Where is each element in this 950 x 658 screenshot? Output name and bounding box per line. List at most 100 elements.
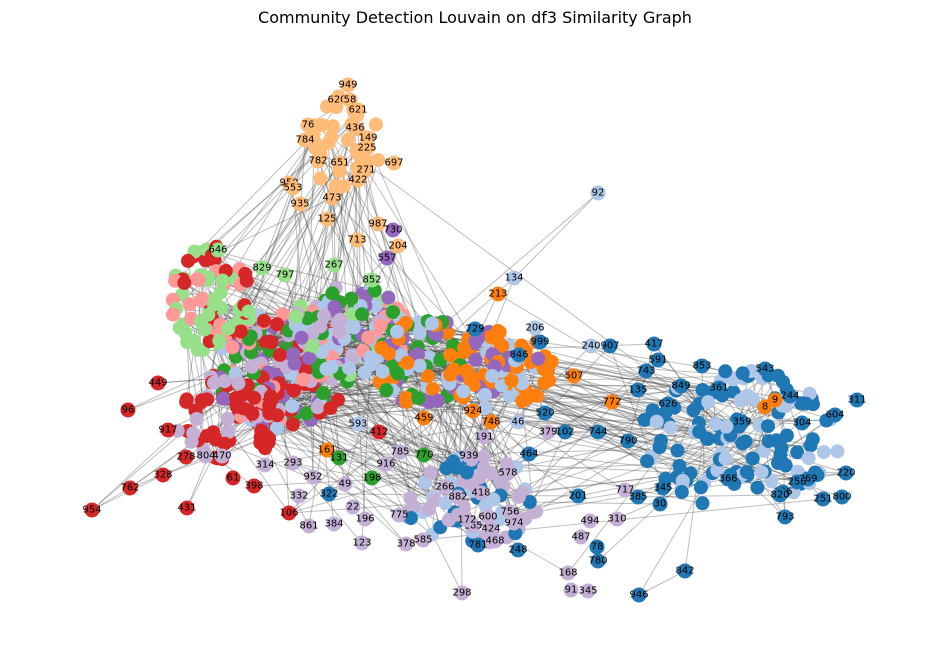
graph-node: 91 [563,582,579,598]
graph-node-circle [392,444,408,460]
graph-node-circle [470,537,486,553]
graph-node-circle [210,242,226,258]
graph-node-dense [344,291,359,306]
graph-node-circle [590,553,606,569]
graph-node: 436 [345,120,365,136]
graph-node-circle [277,267,293,283]
graph-node-circle [483,521,499,537]
graph-node-dense [373,318,388,333]
graph-node-label: 191 [474,432,493,443]
graph-node-dense [805,432,820,447]
graph-node-circle [794,415,810,431]
graph-edge [479,431,599,478]
graph-node: 935 [290,196,310,212]
graph-node-label: 578 [498,468,517,479]
graph-node-label: 782 [308,156,327,167]
graph-node: 697 [384,155,404,171]
graph-node: 135 [628,382,648,398]
graph-node-dense [518,511,533,526]
graph-node-dense [779,428,794,443]
graph-node: 557 [377,250,397,266]
graph-node-label: 220 [836,468,855,479]
graph-node-dense [412,358,427,373]
graph-node-circle [391,507,407,523]
graph-node-circle [378,456,394,472]
graph-node-label: 168 [558,568,577,579]
graph-node-label: 378 [396,539,415,550]
graph-node-dense [686,403,701,418]
graph-node-label: 206 [525,323,544,334]
graph-node-circle [630,489,646,505]
graph-node-dense [708,416,723,431]
graph-node-circle [582,513,598,529]
graph-node-dense [325,119,340,134]
graph-node-dense [264,392,279,407]
graph-edge [219,164,340,326]
graph-node: 30 [652,496,668,512]
graph-node-dense [313,319,328,334]
graph-node: 106 [279,505,299,521]
graph-node-label: 204 [388,241,407,252]
graph-node-label: 225 [357,143,376,154]
graph-node-circle [281,505,297,521]
graph-node-dense [754,465,769,480]
graph-node: 449 [148,375,168,391]
graph-node-label: 621 [348,105,367,116]
graph-node-dense [640,454,655,469]
graph-node-dense [374,340,389,355]
graph-node-label: 974 [504,518,523,529]
graph-node: 359 [732,414,752,430]
graph-node-dense [221,424,236,439]
graph-node-dense [693,480,708,495]
graph-node-circle [490,286,506,302]
graph-node-label: 949 [338,80,357,91]
graph-node: 8 [757,399,773,415]
graph-node-dense [207,375,221,390]
graph-node-dense [649,414,664,429]
graph-node-dense [239,273,254,288]
graph-node: 952 [303,469,323,485]
graph-node-label: 785 [390,447,409,458]
graph-node-label: 322 [319,489,338,500]
graph-node-dense [502,388,517,403]
graph-node-label: 468 [485,536,504,547]
graph-node-circle [379,250,395,266]
graph-node-circle [364,470,380,486]
graph-node-label: 770 [414,450,433,461]
graph-node-dense [675,473,690,488]
graph-node-dense [485,369,500,383]
graph-node-dense [285,417,300,432]
graph-node-dense [425,316,439,331]
graph-node-label: 507 [564,371,583,382]
graph-node-circle [155,467,171,483]
graph-node: 784 [295,132,315,148]
graph-edge [694,377,764,432]
graph-node: 204 [388,238,408,254]
graph-node-label: 332 [289,491,308,502]
graph-node-dense [449,460,464,475]
graph-node-dense [241,304,256,319]
dense-node-clusters [165,89,845,551]
graph-node-label: 553 [283,183,302,194]
graph-node-dense [460,364,475,379]
graph-node-circle [285,455,301,471]
graph-node: 842 [675,563,695,579]
graph-node-label: 784 [295,135,314,146]
graph-node: 949 [338,77,358,93]
graph-node-label: 585 [413,535,432,546]
graph-node-dense [403,511,418,525]
graph-node-dense [542,373,557,388]
graph-node-label: 756 [500,507,519,518]
graph-node-label: 730 [383,225,402,236]
graph-node: 418 [471,485,491,501]
graph-node-dense [483,466,498,480]
graph-node-circle [331,450,347,466]
graph-node: 251 [813,491,833,507]
graph-node-label: 58 [344,95,357,106]
graph-node-dense [275,307,290,322]
graph-node-circle [160,422,176,438]
graph-node-label: 106 [279,508,298,519]
graph-node-dense [181,253,195,268]
graph-edge [357,109,361,303]
graph-node-circle [772,487,788,503]
